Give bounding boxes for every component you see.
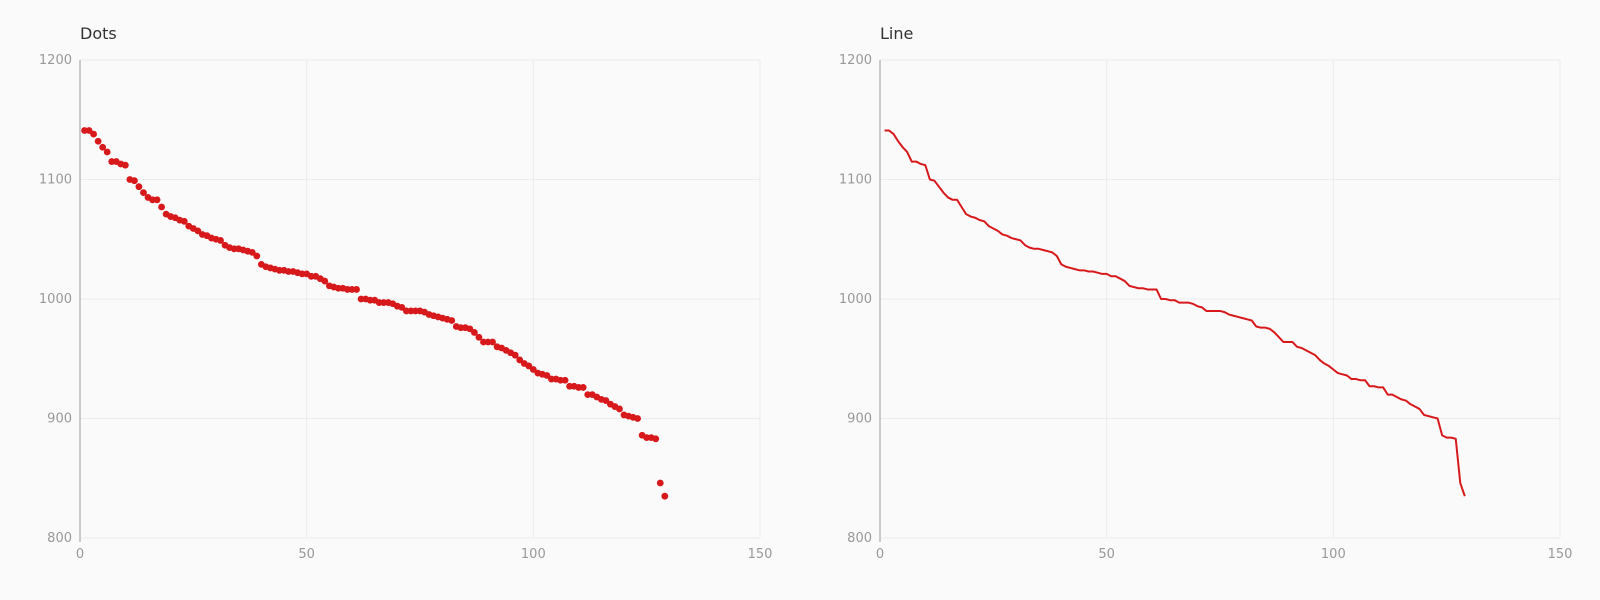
- dots-plot-area: 800 900 1000 1100 1200 0 50 100 150: [39, 53, 773, 562]
- data-point: [561, 376, 569, 384]
- data-point: [253, 252, 261, 260]
- data-point: [471, 329, 478, 336]
- data-point: [656, 479, 664, 487]
- x-tick-label: 100: [521, 547, 546, 562]
- data-point: [616, 405, 623, 413]
- data-point: [153, 196, 161, 204]
- data-point: [448, 317, 456, 324]
- x-tick-label: 150: [1548, 547, 1573, 562]
- data-point: [602, 397, 610, 404]
- chart-title: Dots: [80, 24, 117, 43]
- data-point: [158, 203, 166, 211]
- y-tick-label: 800: [847, 531, 872, 546]
- y-tick-label: 900: [47, 412, 72, 427]
- x-tick-label: 50: [1098, 547, 1115, 562]
- line-chart: Line 800 900 1000 1100 1200 0 50 100 150: [800, 0, 1600, 600]
- data-point: [353, 286, 360, 293]
- data-point: [140, 189, 147, 197]
- data-point: [180, 217, 188, 225]
- x-tick-label: 50: [298, 547, 315, 562]
- data-point: [135, 183, 143, 191]
- data-point: [103, 148, 111, 156]
- data-point: [94, 137, 102, 145]
- y-tick-label: 1100: [839, 173, 872, 188]
- y-tick-label: 900: [847, 412, 872, 427]
- y-tick-label: 1200: [39, 53, 72, 68]
- line-plot-area: 800 900 1000 1100 1200 0 50 100 150: [839, 53, 1573, 562]
- y-tick-label: 1100: [39, 173, 72, 188]
- data-point: [217, 237, 224, 244]
- x-tick-label: 150: [748, 547, 773, 562]
- data-point: [248, 248, 256, 256]
- data-point: [529, 366, 537, 373]
- x-tick-label: 0: [876, 547, 884, 562]
- data-point: [543, 372, 551, 379]
- grid-lines: [80, 59, 761, 539]
- y-tick-label: 1000: [39, 292, 72, 307]
- data-point: [466, 325, 474, 333]
- y-tick-label: 800: [47, 531, 72, 546]
- data-point: [525, 362, 533, 370]
- data-point: [90, 130, 97, 138]
- series-points: [81, 127, 669, 500]
- data-point: [321, 277, 329, 285]
- data-point: [99, 143, 107, 151]
- x-tick-label: 0: [76, 547, 84, 562]
- data-point: [398, 303, 406, 311]
- data-point: [475, 333, 483, 341]
- grid-lines: [880, 59, 1561, 539]
- data-point: [652, 435, 660, 443]
- data-point: [194, 227, 202, 235]
- dots-chart: Dots 800 900 1000 1100 1200 0 50 100 150: [39, 24, 773, 562]
- y-tick-label: 1200: [839, 53, 872, 68]
- chart-title: Line: [880, 24, 914, 43]
- data-point: [85, 127, 93, 134]
- data-point: [511, 351, 519, 359]
- series-line: [884, 129, 1466, 497]
- data-point: [661, 492, 669, 500]
- data-point: [489, 338, 496, 346]
- data-point: [131, 177, 138, 185]
- data-point: [516, 356, 524, 364]
- y-tick-label: 1000: [839, 292, 872, 307]
- x-tick-label: 100: [1321, 547, 1346, 562]
- data-point: [121, 161, 129, 169]
- data-point: [634, 415, 641, 422]
- data-point: [579, 384, 587, 391]
